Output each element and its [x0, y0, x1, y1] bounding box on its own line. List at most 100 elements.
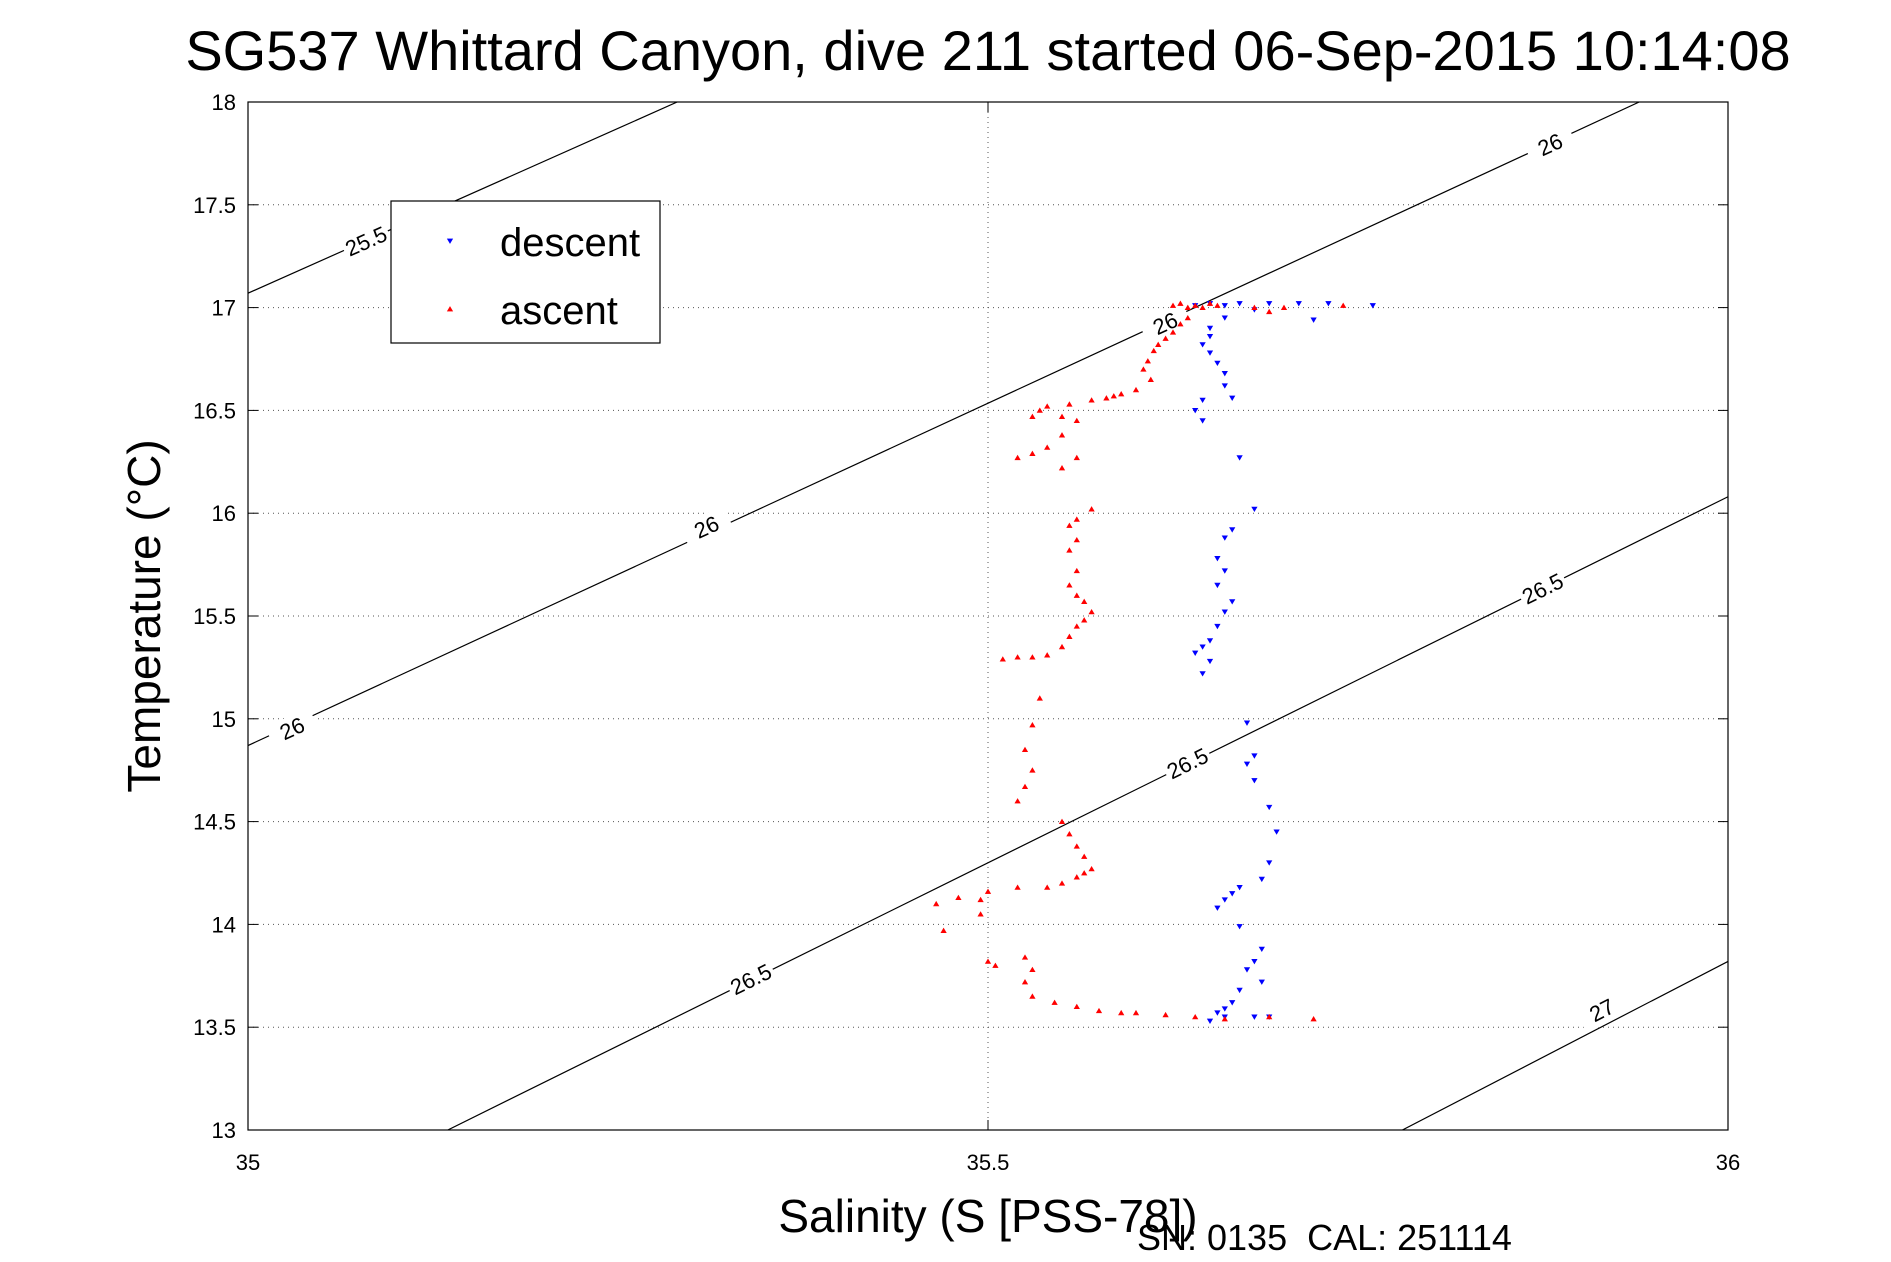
y-tick-label: 16: [212, 501, 236, 526]
descent-point: [1251, 1014, 1258, 1020]
x-tick-label: 35: [236, 1150, 260, 1175]
y-axis-label: Temperature (°C): [118, 439, 170, 792]
ascent-point: [1169, 302, 1177, 308]
ascent-point: [1029, 654, 1036, 660]
ascent-point: [1073, 1003, 1080, 1010]
ascent-point: [984, 888, 992, 894]
descent-point: [1206, 334, 1214, 340]
ascent-point: [1066, 633, 1073, 639]
ascent-point: [1058, 413, 1066, 419]
y-tick-label: 18: [212, 90, 236, 115]
descent-point: [1258, 876, 1265, 883]
descent-point: [1229, 395, 1236, 401]
descent-point: [1229, 527, 1236, 533]
x-tick-label: 36: [1716, 1150, 1740, 1175]
descent-point: [1236, 301, 1243, 307]
ascent-point: [999, 656, 1006, 662]
ascent-point: [1199, 304, 1206, 310]
descent-point: [1229, 1000, 1236, 1006]
descent-point: [1266, 804, 1273, 811]
descent-point: [1206, 638, 1214, 644]
ascent-point: [1118, 391, 1125, 397]
descent-point: [1325, 301, 1332, 307]
isopycnal-line: [447, 496, 1728, 1130]
chart-title: SG537 Whittard Canyon, dive 211 started …: [185, 19, 1790, 82]
isopycnal-lines: [248, 102, 1728, 1130]
descent-point: [1266, 301, 1273, 307]
y-tick-label: 15.5: [193, 604, 236, 629]
ascent-point: [1021, 783, 1029, 790]
descent-point: [1243, 761, 1251, 767]
ascent-point: [1066, 582, 1073, 588]
y-tick-label: 13: [212, 1118, 236, 1143]
ascent-point: [1014, 654, 1021, 660]
ascent-point: [1073, 516, 1080, 522]
descent-point: [1221, 568, 1228, 574]
descent-point: [1251, 778, 1258, 784]
descent-point: [1206, 325, 1214, 332]
ascent-point: [1044, 652, 1051, 658]
descent-point: [1221, 383, 1228, 389]
descent-point: [1206, 658, 1214, 665]
descent-point: [1258, 979, 1265, 985]
descent-point: [1236, 885, 1243, 891]
descent-point: [1236, 987, 1243, 994]
ascent-point: [1036, 407, 1043, 413]
isopycnal-label-background: [1160, 741, 1216, 787]
descent-point: [1199, 397, 1206, 404]
y-tick-label: 16.5: [193, 398, 236, 423]
isopycnal-label-background: [723, 957, 779, 1003]
y-tick-label: 17.5: [193, 193, 236, 218]
legend: descent ascent: [390, 200, 661, 344]
axis-ticks: 35 35.5 36 13 13.5 14 14.5 15 15.5 16 16.5 17 17.5 18: [193, 90, 1740, 1175]
descent-point: [1206, 350, 1214, 356]
ascent-point: [1081, 853, 1088, 859]
y-tick-label: 14: [212, 912, 236, 937]
descent-point: [1229, 891, 1236, 897]
ascent-point: [1088, 506, 1095, 512]
ascent-point: [1021, 746, 1029, 753]
descent-point: [1251, 959, 1258, 965]
descent-point: [1199, 342, 1206, 348]
ascent-point: [1192, 302, 1199, 308]
descent-point: [1251, 506, 1258, 513]
ascent-point: [1029, 722, 1036, 728]
ascent-point: [1029, 767, 1036, 773]
ascent-point: [977, 911, 984, 917]
ascent-point: [1073, 536, 1080, 543]
descent-point: [1214, 1010, 1221, 1016]
descent-point: [1214, 905, 1221, 911]
ascent-point: [1073, 623, 1080, 629]
ascent-point: [984, 958, 992, 964]
ascent-point: [1044, 444, 1051, 450]
ascent-point: [1036, 695, 1043, 701]
ascent-point: [1066, 522, 1073, 528]
ascent-point: [977, 896, 984, 903]
descent-point: [1199, 644, 1206, 650]
descent-point: [1214, 360, 1221, 367]
y-tick-label: 13.5: [193, 1015, 236, 1040]
ascent-point: [1144, 358, 1151, 364]
descent-point: [1214, 556, 1221, 562]
ascent-point: [1177, 300, 1184, 306]
ascent-point: [1266, 308, 1273, 315]
descent-point: [1221, 535, 1228, 541]
ascent-point: [1058, 643, 1066, 650]
ascent-point: [992, 962, 999, 968]
descent-point: [1192, 650, 1199, 656]
ascent-point: [1081, 598, 1088, 604]
ascent-point: [1132, 1009, 1140, 1016]
ascent-point: [1184, 304, 1191, 310]
isopycnal-line: [248, 102, 1640, 747]
ascent-point: [1066, 401, 1073, 407]
isopycnal-label-background: [679, 505, 735, 550]
descent-point: [1229, 599, 1236, 605]
ascent-point: [1051, 999, 1058, 1005]
ascent-point: [940, 927, 947, 933]
legend-label-descent: descent: [500, 221, 640, 265]
isopycnal-label-background: [1138, 302, 1193, 346]
y-tick-label: 15: [212, 707, 236, 732]
descent-point: [1258, 946, 1265, 953]
descent-point: [1266, 860, 1273, 866]
legend-label-ascent: ascent: [500, 289, 618, 333]
